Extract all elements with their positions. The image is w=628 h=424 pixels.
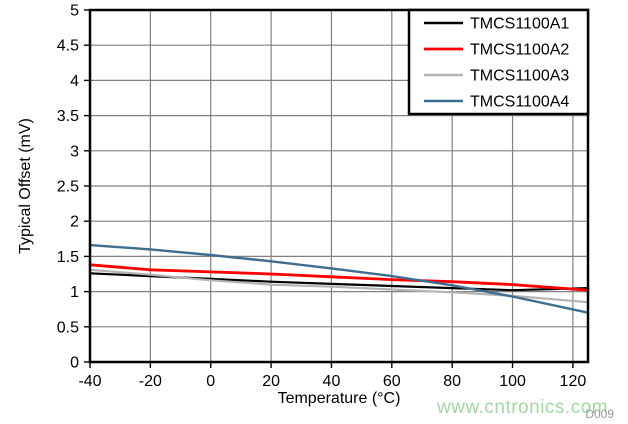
- y-tick-label: 4.5: [57, 38, 79, 55]
- y-tick-label: 1.5: [57, 249, 79, 266]
- y-tick-label: 4: [70, 73, 79, 90]
- x-tick-label: 80: [443, 373, 461, 390]
- y-tick-label: 3.5: [57, 108, 79, 125]
- x-tick-label: 120: [560, 373, 587, 390]
- y-tick-label: 2.5: [57, 179, 79, 196]
- legend-label-TMCS1100A4: TMCS1100A4: [470, 94, 569, 111]
- y-tick-label: 5: [70, 3, 79, 20]
- figure-id-label: D009: [585, 407, 614, 421]
- y-tick-label: 0: [70, 355, 79, 372]
- y-axis-title: Typical Offset (mV): [17, 118, 34, 254]
- data-series: [88, 243, 590, 314]
- legend-label-TMCS1100A3: TMCS1100A3: [470, 68, 569, 85]
- series-line-TMCS1100A4: [88, 243, 590, 314]
- y-tick-label: 0.5: [57, 319, 79, 336]
- x-tick-label: -20: [139, 373, 162, 390]
- x-axis-title: Temperature (°C): [278, 390, 401, 407]
- legend-box: [407, 8, 590, 116]
- series-line-TMCS1100A2: [88, 263, 590, 292]
- series-line-TMCS1100A3: [88, 268, 590, 304]
- legend-label-TMCS1100A2: TMCS1100A2: [470, 42, 569, 59]
- x-tick-label: 100: [499, 373, 526, 390]
- y-tick-label: 1: [70, 284, 79, 301]
- x-tick-label: 60: [383, 373, 401, 390]
- tick-marks: [84, 9, 574, 368]
- legend-label-TMCS1100A1: TMCS1100A1: [470, 16, 569, 33]
- legend: TMCS1100A1 TMCS1100A2 TMCS1100A3 TMCS1100A4: [407, 8, 590, 116]
- watermark-text: www.cntronics.com: [436, 397, 608, 418]
- y-axis-tick-labels: 0 0.5 1 1.5 2 2.5 3 3.5 4 4.5 5: [57, 3, 79, 372]
- y-tick-label: 3: [70, 143, 79, 160]
- y-tick-label: 2: [70, 214, 79, 231]
- x-tick-label: 40: [323, 373, 341, 390]
- x-tick-label: -40: [78, 373, 101, 390]
- x-tick-label: 0: [206, 373, 215, 390]
- x-tick-label: 20: [262, 373, 280, 390]
- x-axis-tick-labels: -40 -20 0 20 40 60 80 100 120: [78, 373, 586, 390]
